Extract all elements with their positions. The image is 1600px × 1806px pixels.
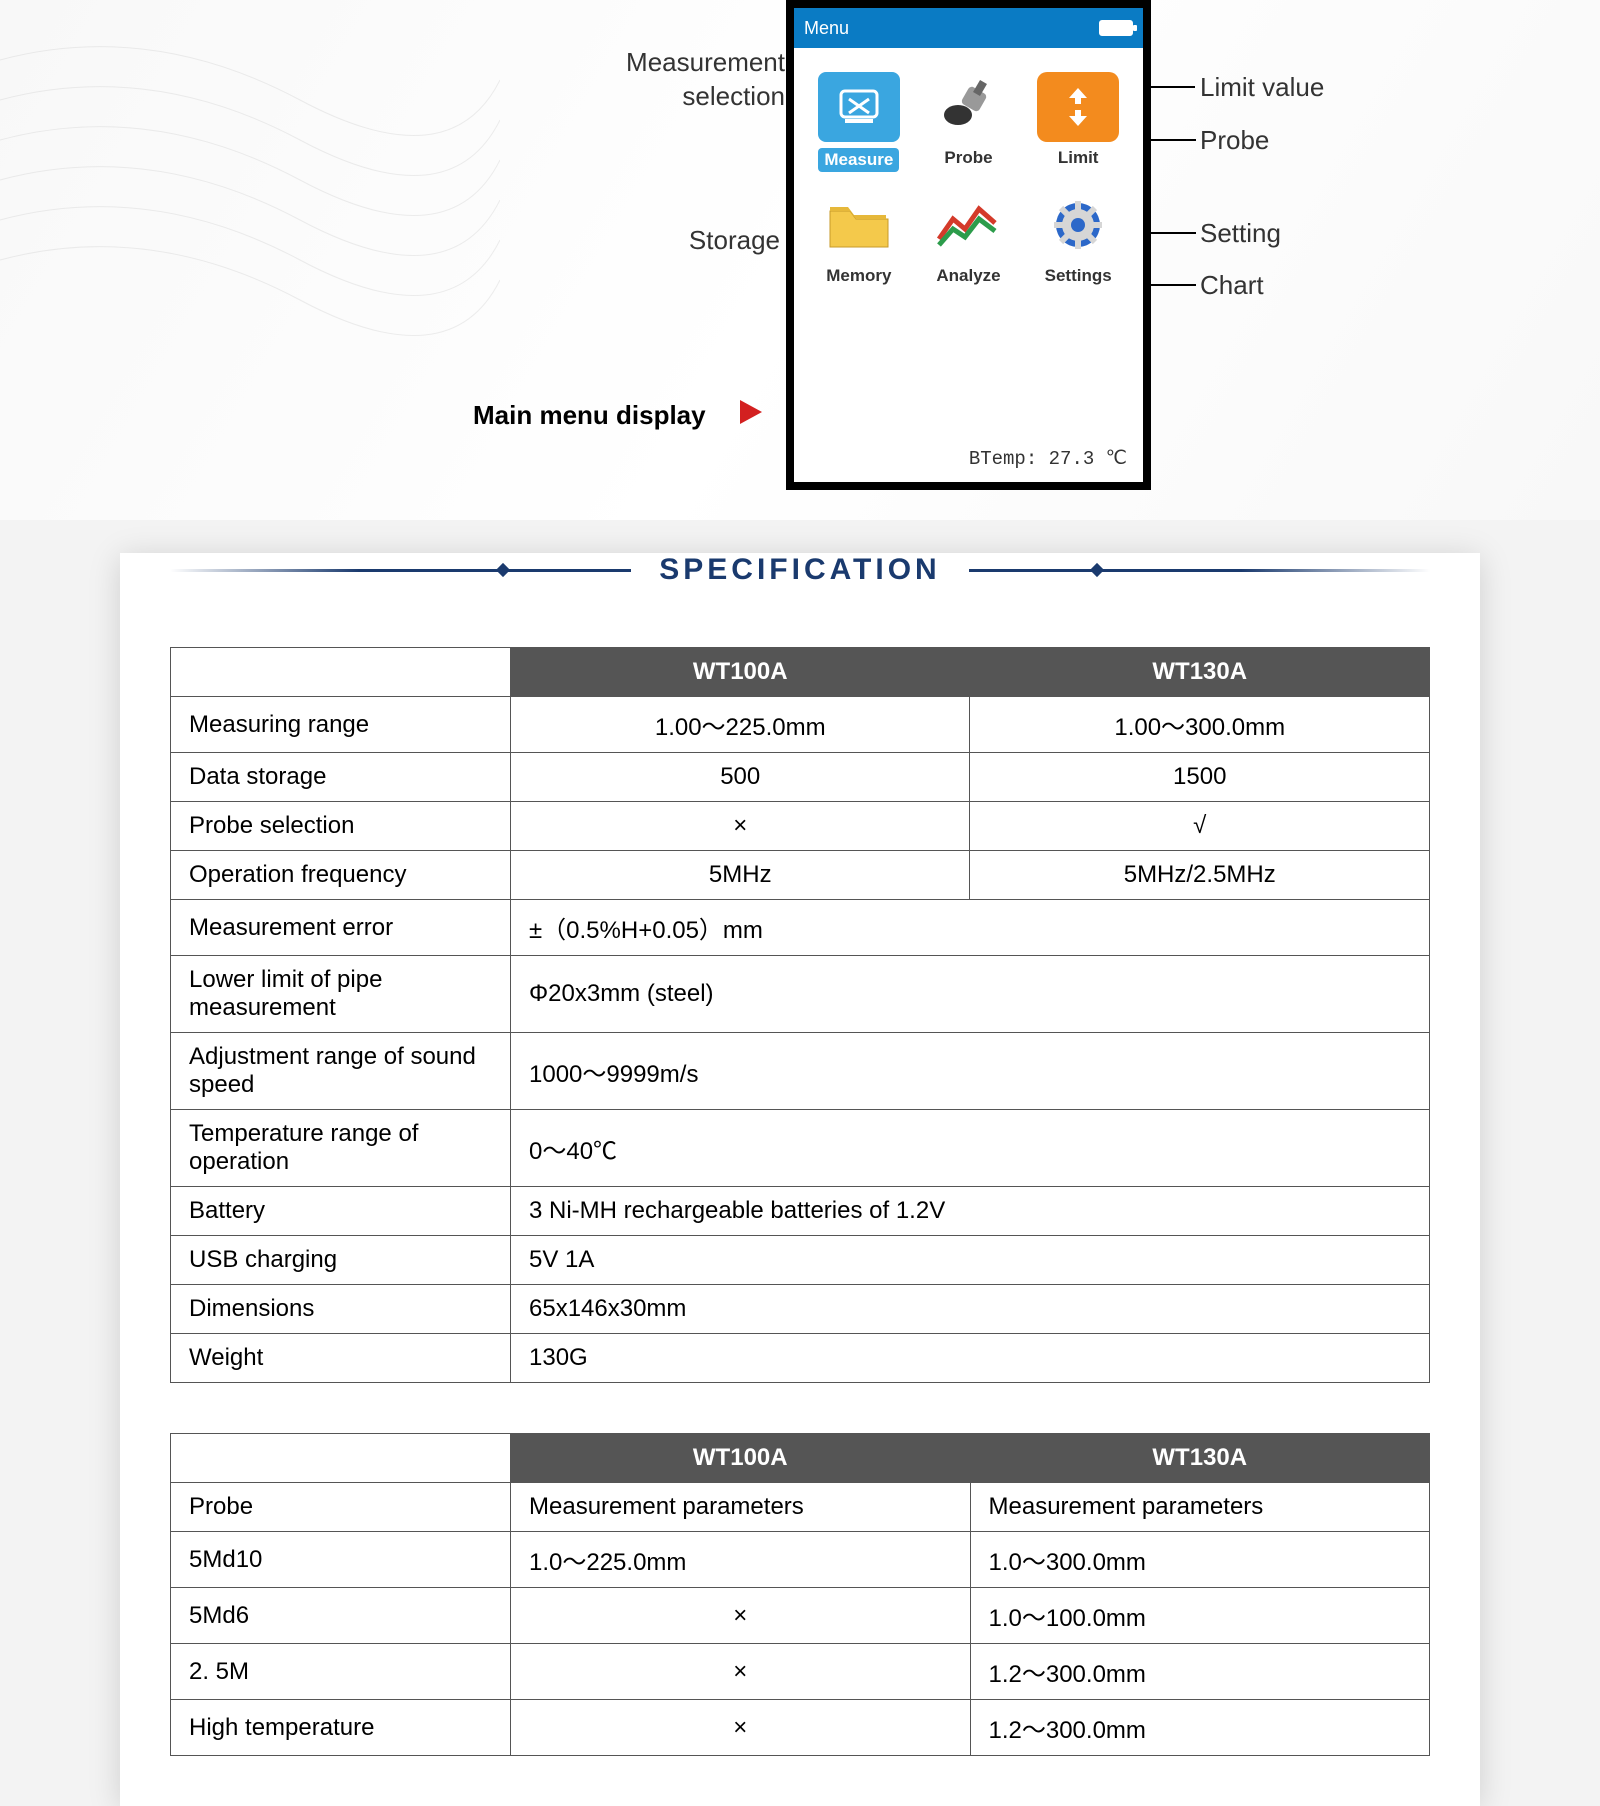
table-row: Measurement error±（0.5%H+0.05）mm [171, 900, 1430, 956]
table-row: High temperature×1.2～300.0mm [171, 1700, 1430, 1756]
spec-label: Lower limit of pipe measurement [171, 956, 511, 1033]
measure-icon[interactable]: Measure [814, 72, 904, 172]
callout-chart: Chart [1200, 270, 1264, 301]
table-header-row: WT100A WT130A [171, 1434, 1430, 1483]
spec-label: High temperature [171, 1700, 511, 1756]
spec-value: × [511, 1588, 971, 1644]
red-arrow-icon [740, 400, 762, 424]
spec-label: Battery [171, 1187, 511, 1236]
spec-value: 500 [511, 753, 970, 802]
battery-icon [1099, 20, 1133, 36]
spec-value: 0～40℃ [511, 1110, 1430, 1187]
btemp-readout: BTemp: 27.3 ℃ [969, 447, 1127, 470]
callout-limit-value: Limit value [1200, 72, 1324, 103]
spec-value: 1.0～300.0mm [970, 1532, 1430, 1588]
table-row: Data storage5001500 [171, 753, 1430, 802]
spec-label: Dimensions [171, 1285, 511, 1334]
table-row: Battery3 Ni-MH rechargeable batteries of… [171, 1187, 1430, 1236]
spec-label: Data storage [171, 753, 511, 802]
callout-probe: Probe [1200, 125, 1269, 156]
spec-value: 1.2～300.0mm [970, 1644, 1430, 1700]
spec-value: 5V 1A [511, 1236, 1430, 1285]
spec-value: 1.00～225.0mm [511, 697, 970, 753]
spec-title-wrap: SPECIFICATION [170, 553, 1430, 607]
spec-value: 1500 [970, 753, 1430, 802]
spec-value: 5MHz [511, 851, 970, 900]
table-row: Lower limit of pipe measurementΦ20x3mm (… [171, 956, 1430, 1033]
table-header-row: WT100A WT130A [171, 648, 1430, 697]
spec-label: Measurement error [171, 900, 511, 956]
spec-label: Weight [171, 1334, 511, 1383]
table-row: 5Md101.0～225.0mm1.0～300.0mm [171, 1532, 1430, 1588]
table-row: Probe selection×√ [171, 802, 1430, 851]
spec-value: × [511, 802, 970, 851]
table-row: Measuring range1.00～225.0mm1.00～300.0mm [171, 697, 1430, 753]
spec-value: Φ20x3mm (steel) [511, 956, 1430, 1033]
spec-value: 1.2～300.0mm [970, 1700, 1430, 1756]
table-row: Weight130G [171, 1334, 1430, 1383]
probe-icon[interactable]: Probe [924, 72, 1014, 172]
table-row: Adjustment range of sound speed1000～9999… [171, 1033, 1430, 1110]
spec-label: Measuring range [171, 697, 511, 753]
spec-value: 3 Ni-MH rechargeable batteries of 1.2V [511, 1187, 1430, 1236]
device-screen: Menu Measure Probe [786, 0, 1151, 490]
spec-value: 1.00～300.0mm [970, 697, 1430, 753]
spec-label: Probe [171, 1483, 511, 1532]
table-row: 5Md6×1.0～100.0mm [171, 1588, 1430, 1644]
settings-icon[interactable]: Settings [1033, 190, 1123, 286]
spec-label: Operation frequency [171, 851, 511, 900]
table-row: ProbeMeasurement parametersMeasurement p… [171, 1483, 1430, 1532]
spec-value: 130G [511, 1334, 1430, 1383]
table-row: Temperature range of operation0～40℃ [171, 1110, 1430, 1187]
spec-label: USB charging [171, 1236, 511, 1285]
top-diagram-section: Measurement selection Storage Main menu … [0, 0, 1600, 520]
spec-value: 1000～9999m/s [511, 1033, 1430, 1110]
spec-label: 5Md6 [171, 1588, 511, 1644]
table-row: Dimensions65x146x30mm [171, 1285, 1430, 1334]
spec-value: 65x146x30mm [511, 1285, 1430, 1334]
table-row: Operation frequency5MHz5MHz/2.5MHz [171, 851, 1430, 900]
spec-value: × [511, 1700, 971, 1756]
spec-value: 1.0～100.0mm [970, 1588, 1430, 1644]
memory-icon[interactable]: Memory [814, 190, 904, 286]
callout-storage: Storage [680, 225, 780, 256]
spec-value: Measurement parameters [970, 1483, 1430, 1532]
spec-table-1: WT100A WT130A Measuring range1.00～225.0m… [170, 647, 1430, 1383]
table-row: USB charging5V 1A [171, 1236, 1430, 1285]
callout-main-menu: Main menu display [473, 400, 706, 431]
callout-measurement-selection: Measurement selection [565, 46, 785, 114]
spec-value: 5MHz/2.5MHz [970, 851, 1430, 900]
spec-value: 1.0～225.0mm [511, 1532, 971, 1588]
spec-value: √ [970, 802, 1430, 851]
specification-panel: SPECIFICATION WT100A WT130A Measuring ra… [120, 553, 1480, 1806]
spec-label: 2. 5M [171, 1644, 511, 1700]
spec-label: Temperature range of operation [171, 1110, 511, 1187]
device-header: Menu [794, 8, 1143, 48]
spec-label: Probe selection [171, 802, 511, 851]
callout-setting: Setting [1200, 218, 1281, 249]
limit-icon[interactable]: Limit [1033, 72, 1123, 172]
spec-title: SPECIFICATION [631, 553, 968, 587]
wave-background [0, 0, 500, 400]
analyze-icon[interactable]: Analyze [924, 190, 1014, 286]
icon-grid: Measure Probe Limit Memory [794, 48, 1143, 296]
spec-label: 5Md10 [171, 1532, 511, 1588]
spec-label: Adjustment range of sound speed [171, 1033, 511, 1110]
spec-value: Measurement parameters [511, 1483, 971, 1532]
menu-title: Menu [804, 18, 849, 39]
table-row: 2. 5M×1.2～300.0mm [171, 1644, 1430, 1700]
spec-value: × [511, 1644, 971, 1700]
spec-value: ±（0.5%H+0.05）mm [511, 900, 1430, 956]
spec-table-2: WT100A WT130A ProbeMeasurement parameter… [170, 1433, 1430, 1756]
